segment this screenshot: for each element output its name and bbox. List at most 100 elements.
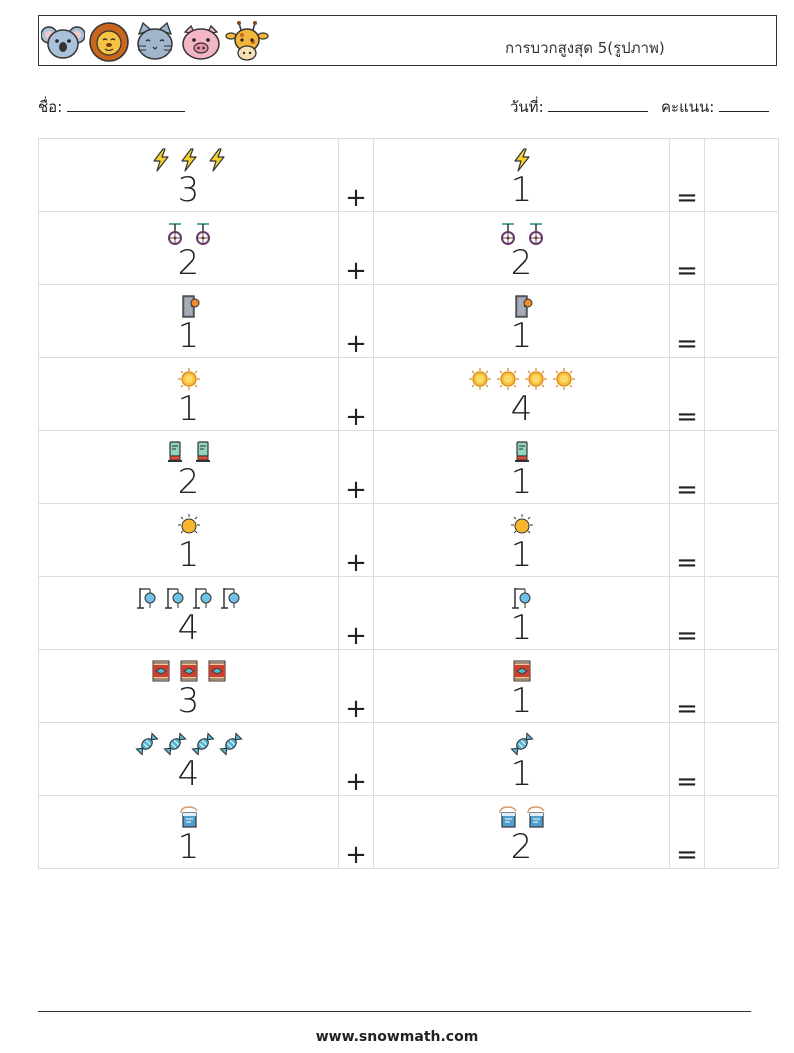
sun-icon	[496, 368, 519, 390]
candy-icon	[134, 732, 159, 756]
sun-icon	[552, 368, 575, 390]
iv-drip-icon	[136, 588, 155, 609]
answer-cell[interactable]	[704, 430, 779, 504]
right-addend-pictures	[374, 513, 669, 537]
rug-icon	[208, 660, 225, 682]
left-addend-pictures	[39, 367, 338, 391]
answer-cell[interactable]	[704, 722, 779, 796]
score-blank[interactable]	[719, 97, 770, 112]
lightning-icon	[180, 148, 197, 172]
cat-face-icon	[137, 21, 173, 60]
left-addend: 1	[38, 795, 339, 869]
lightning-icon	[513, 148, 530, 172]
problem-row: 2 +2 =	[38, 211, 779, 285]
right-addend-number: 1	[510, 535, 533, 575]
date-field: วันที่:	[510, 95, 649, 119]
page-title: การบวกสูงสุด 5(รูปภาพ)	[505, 39, 665, 57]
candy-icon	[509, 732, 534, 756]
paint-bucket-icon	[526, 806, 545, 828]
left-addend: 4	[38, 576, 339, 650]
left-addend-number: 1	[177, 535, 200, 575]
left-addend-pictures	[39, 440, 338, 464]
right-addend-number: 1	[510, 170, 533, 210]
rug-icon	[513, 660, 530, 682]
candy-icon	[162, 732, 187, 756]
iv-drip-icon	[220, 588, 239, 609]
problem-table: 3 +1 = 2 +2 = 1 +1 = 1 +4 = 2 +1 = 1 +1 = 4 +1 = 3 +1 = 4 +1 = 1 +2 =	[38, 138, 779, 869]
answer-cell[interactable]	[704, 284, 779, 358]
plus-sign: +	[338, 211, 374, 285]
right-addend-number: 2	[510, 827, 533, 867]
score-field: คะแนน:	[661, 95, 770, 119]
toothpaste-icon	[195, 441, 210, 462]
problem-row: 4 +1 =	[38, 576, 779, 650]
date-blank[interactable]	[548, 97, 649, 112]
candy-icon	[190, 732, 215, 756]
right-addend: 1	[373, 138, 670, 212]
left-addend-pictures	[39, 586, 338, 610]
answer-cell[interactable]	[704, 211, 779, 285]
footer-url: www.snowmath.com	[315, 1029, 479, 1045]
rug-icon	[152, 660, 169, 682]
toothpaste-icon	[167, 441, 182, 462]
right-addend-pictures	[374, 148, 669, 172]
equals-sign: =	[669, 284, 705, 358]
right-addend: 1	[373, 503, 670, 577]
unicycle-icon	[167, 223, 182, 245]
left-addend-pictures	[39, 732, 338, 756]
equals-sign: =	[669, 795, 705, 869]
lightning-icon	[208, 148, 225, 172]
left-addend: 4	[38, 722, 339, 796]
plus-sign: +	[338, 357, 374, 431]
left-addend-number: 3	[177, 170, 200, 210]
problem-row: 1 +1 =	[38, 284, 779, 358]
name-blank[interactable]	[67, 97, 186, 112]
small-sun-icon	[177, 514, 200, 534]
right-addend: 4	[373, 357, 670, 431]
left-addend-number: 4	[177, 754, 200, 794]
plus-sign: +	[338, 795, 374, 869]
right-addend: 1	[373, 576, 670, 650]
right-addend-number: 1	[510, 754, 533, 794]
right-addend: 2	[373, 211, 670, 285]
left-addend-number: 1	[177, 389, 200, 429]
date-label: วันที่:	[510, 98, 544, 116]
answer-cell[interactable]	[704, 138, 779, 212]
left-addend-pictures	[39, 659, 338, 683]
equals-sign: =	[669, 503, 705, 577]
left-addend-number: 2	[177, 243, 200, 283]
lightning-icon	[152, 148, 169, 172]
answer-cell[interactable]	[704, 795, 779, 869]
left-addend-number: 2	[177, 462, 200, 502]
left-addend-number: 4	[177, 608, 200, 648]
right-addend: 1	[373, 430, 670, 504]
left-addend: 1	[38, 284, 339, 358]
equals-sign: =	[669, 357, 705, 431]
rug-icon	[180, 660, 197, 682]
right-addend-pictures	[374, 586, 669, 610]
paint-bucket-icon	[179, 806, 198, 828]
unicycle-icon	[500, 223, 515, 245]
equals-sign: =	[669, 211, 705, 285]
plus-sign: +	[338, 649, 374, 723]
left-addend-pictures	[39, 805, 338, 829]
answer-cell[interactable]	[704, 503, 779, 577]
sun-icon	[524, 368, 547, 390]
answer-cell[interactable]	[704, 649, 779, 723]
plus-sign: +	[338, 430, 374, 504]
problem-row: 1 +4 =	[38, 357, 779, 431]
iv-drip-icon	[192, 588, 211, 609]
equals-sign: =	[669, 430, 705, 504]
equals-sign: =	[669, 649, 705, 723]
door-icon	[514, 295, 532, 318]
problem-row: 3 +1 =	[38, 138, 779, 212]
equals-sign: =	[669, 138, 705, 212]
candy-icon	[218, 732, 243, 756]
score-label: คะแนน:	[661, 98, 715, 116]
right-addend: 1	[373, 722, 670, 796]
paint-bucket-icon	[498, 806, 517, 828]
left-addend-number: 1	[177, 827, 200, 867]
left-addend: 3	[38, 138, 339, 212]
answer-cell[interactable]	[704, 357, 779, 431]
answer-cell[interactable]	[704, 576, 779, 650]
